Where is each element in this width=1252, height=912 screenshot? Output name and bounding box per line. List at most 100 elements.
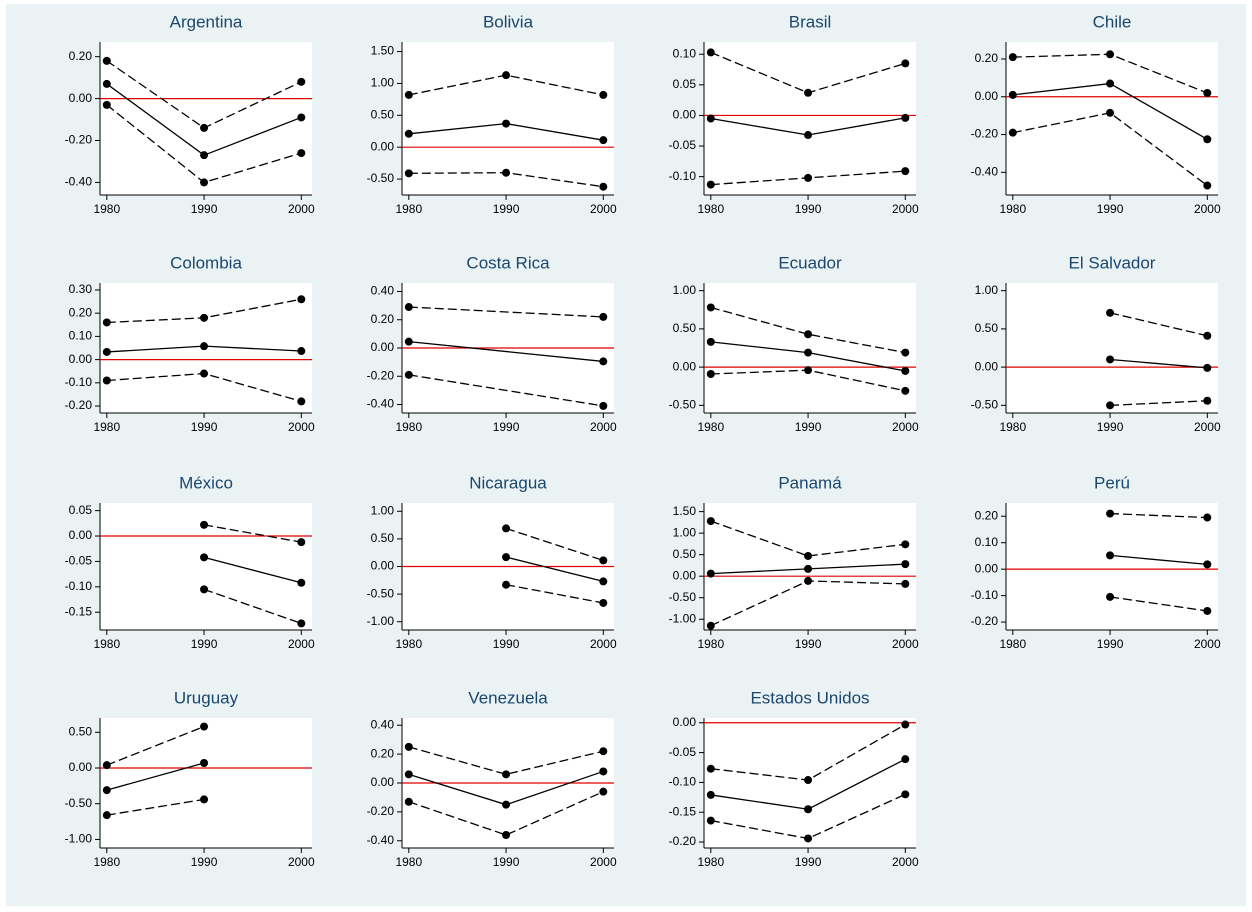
point <box>1106 592 1115 601</box>
y-tick-label: -0.20 <box>367 804 395 818</box>
panel-title: Ecuador <box>778 253 842 272</box>
point <box>404 90 413 99</box>
point <box>706 790 715 799</box>
y-tick-label: -0.10 <box>669 775 697 789</box>
point <box>706 303 715 312</box>
point <box>102 79 111 88</box>
point <box>706 114 715 123</box>
point <box>804 776 813 785</box>
y-tick-label: 0.50 <box>673 321 697 335</box>
point <box>599 136 608 145</box>
y-tick-label: -0.15 <box>669 804 697 818</box>
series-line <box>1110 358 1208 369</box>
y-tick-label: -0.20 <box>971 127 999 141</box>
x-tick-label: 1990 <box>493 855 520 869</box>
series-line <box>1110 554 1208 566</box>
panel-title: Chile <box>1093 12 1132 31</box>
y-tick-label: 0.00 <box>371 775 395 789</box>
y-tick-label: -0.05 <box>65 554 93 568</box>
point <box>102 376 111 385</box>
x-tick-label: 1990 <box>493 637 520 651</box>
y-tick-label: 0.40 <box>371 717 395 731</box>
panel-title: Costa Rica <box>466 253 550 272</box>
point <box>1203 181 1212 190</box>
point <box>404 742 413 751</box>
plot-area <box>1006 503 1218 630</box>
point <box>102 811 111 820</box>
point <box>804 551 813 560</box>
x-tick-label: 2000 <box>590 855 617 869</box>
point <box>102 56 111 65</box>
series-line <box>505 556 604 583</box>
x-tick-label: 1990 <box>795 420 822 434</box>
y-tick-label: 0.10 <box>69 329 93 343</box>
x-tick-label: 1990 <box>191 637 218 651</box>
point <box>200 722 209 731</box>
y-tick-label: -1.00 <box>367 614 395 628</box>
point <box>804 88 813 97</box>
point <box>706 517 715 526</box>
point <box>297 619 306 628</box>
point <box>901 167 910 176</box>
panel-title: Panamá <box>778 473 842 492</box>
y-tick-label: -0.40 <box>971 165 999 179</box>
y-tick-label: -1.00 <box>65 832 93 846</box>
y-tick-label: -0.40 <box>367 833 395 847</box>
x-tick-label: 2000 <box>288 855 315 869</box>
x-tick-label: 1980 <box>93 202 120 216</box>
point <box>706 337 715 346</box>
point <box>706 569 715 578</box>
point <box>200 123 209 132</box>
point <box>706 764 715 773</box>
x-tick-label: 2000 <box>288 637 315 651</box>
point <box>102 786 111 795</box>
x-tick-label: 1990 <box>1097 420 1124 434</box>
point <box>502 831 511 839</box>
point <box>404 370 413 379</box>
y-tick-label: 0.50 <box>371 107 395 121</box>
point <box>404 169 413 178</box>
series-line <box>1109 596 1208 612</box>
series-line <box>505 527 604 562</box>
x-tick-label: 2000 <box>1194 420 1221 434</box>
y-tick-label: 0.30 <box>69 282 93 296</box>
point <box>1203 513 1212 522</box>
point <box>200 759 209 767</box>
x-tick-label: 2000 <box>288 420 315 434</box>
panel: México 0.05 0.00 -0.05 -0.10 -0.15 1980 1990 200… <box>65 473 315 651</box>
y-tick-label: 0.00 <box>69 91 93 105</box>
point <box>1008 53 1017 62</box>
point <box>200 313 209 322</box>
point <box>901 540 910 549</box>
point <box>901 348 910 357</box>
point <box>599 90 608 99</box>
y-tick-label: -0.10 <box>669 169 697 183</box>
x-tick-label: 1980 <box>999 420 1026 434</box>
x-tick-label: 1980 <box>697 855 724 869</box>
point <box>200 520 209 529</box>
x-tick-label: 1990 <box>493 420 520 434</box>
y-tick-label: 0.00 <box>69 352 93 366</box>
point <box>502 168 511 177</box>
x-tick-label: 1990 <box>1097 202 1124 216</box>
y-tick-label: 0.20 <box>371 312 395 326</box>
point <box>297 347 306 356</box>
point <box>1203 135 1212 144</box>
y-tick-label: 0.00 <box>371 559 395 573</box>
point <box>1106 401 1115 410</box>
x-tick-label: 2000 <box>590 637 617 651</box>
y-tick-label: -0.05 <box>669 745 697 759</box>
series-line <box>1109 312 1208 337</box>
point <box>297 295 306 304</box>
point <box>599 767 608 776</box>
y-tick-label: 0.00 <box>975 561 999 575</box>
panel-title: El Salvador <box>1069 253 1156 272</box>
point <box>804 834 813 843</box>
point <box>804 366 813 375</box>
x-tick-label: 1990 <box>795 637 822 651</box>
point <box>102 318 111 327</box>
point <box>502 770 511 779</box>
x-tick-label: 1980 <box>395 202 422 216</box>
panel-title: Argentina <box>170 12 243 31</box>
